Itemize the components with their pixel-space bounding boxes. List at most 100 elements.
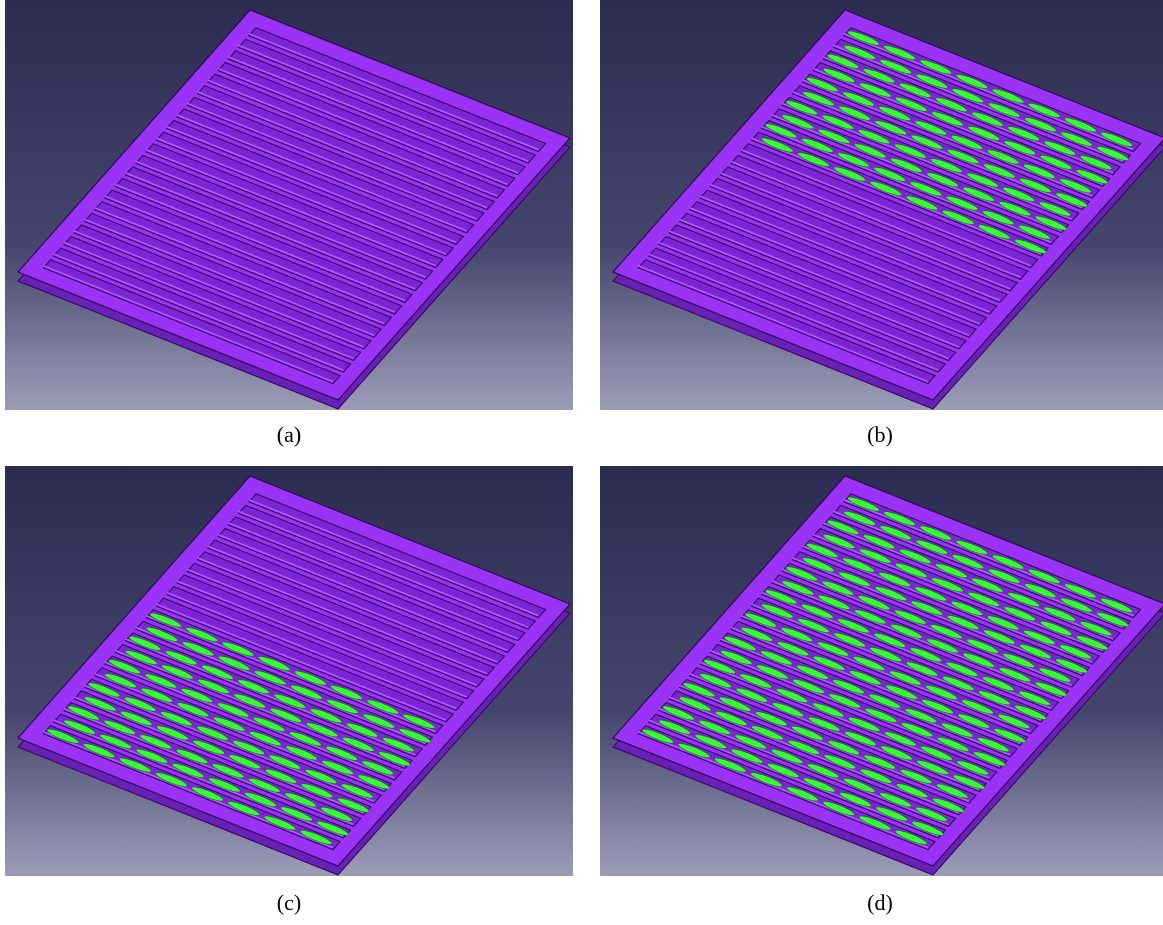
slot bbox=[155, 131, 455, 257]
slot-edge bbox=[114, 183, 406, 302]
slot bbox=[165, 119, 465, 245]
bead bbox=[983, 629, 1016, 645]
bead bbox=[161, 664, 194, 680]
bead bbox=[822, 534, 856, 549]
bead bbox=[268, 754, 301, 770]
bead bbox=[341, 783, 374, 799]
bead bbox=[931, 111, 964, 127]
slot-edge bbox=[84, 684, 375, 802]
bead bbox=[325, 746, 358, 761]
bead bbox=[955, 540, 989, 555]
bead bbox=[699, 673, 732, 688]
bead bbox=[156, 725, 189, 741]
bead bbox=[124, 696, 157, 712]
bead bbox=[951, 88, 985, 103]
bead bbox=[868, 693, 901, 709]
bead bbox=[785, 566, 818, 581]
bead bbox=[775, 688, 809, 703]
bead bbox=[806, 77, 839, 92]
bead bbox=[139, 734, 172, 750]
bead bbox=[1100, 132, 1133, 147]
bead bbox=[890, 624, 923, 639]
bead bbox=[735, 687, 769, 703]
slot-edge bbox=[104, 195, 395, 313]
bead bbox=[1034, 681, 1068, 697]
bead bbox=[1075, 635, 1109, 650]
bead bbox=[966, 638, 999, 654]
bead bbox=[950, 135, 984, 150]
bead bbox=[46, 728, 80, 744]
bead bbox=[823, 754, 856, 770]
bead bbox=[682, 682, 716, 698]
bead bbox=[1014, 705, 1047, 720]
bead bbox=[848, 717, 881, 732]
slot-edge bbox=[217, 67, 508, 186]
slot-edge bbox=[94, 207, 385, 325]
bead bbox=[698, 720, 731, 735]
bead bbox=[894, 143, 927, 159]
bead bbox=[402, 714, 435, 729]
bead bbox=[874, 120, 907, 135]
bead bbox=[844, 731, 877, 746]
bead bbox=[839, 792, 872, 807]
bead bbox=[854, 143, 887, 159]
bead bbox=[67, 705, 100, 721]
bead bbox=[940, 722, 974, 738]
bead bbox=[171, 763, 205, 778]
bead bbox=[197, 679, 230, 694]
bead bbox=[781, 114, 815, 130]
bead bbox=[802, 91, 835, 106]
bead bbox=[165, 650, 198, 666]
bead bbox=[744, 612, 777, 628]
bead bbox=[847, 30, 880, 46]
bead bbox=[765, 589, 798, 605]
slot-edge bbox=[166, 591, 457, 710]
bead bbox=[842, 557, 875, 573]
bead bbox=[787, 740, 820, 755]
bead bbox=[914, 120, 947, 136]
bead bbox=[63, 719, 96, 735]
bead bbox=[808, 716, 841, 732]
slot bbox=[247, 493, 547, 619]
bead bbox=[942, 676, 975, 691]
bead bbox=[192, 740, 225, 755]
bead bbox=[254, 670, 287, 685]
bead bbox=[1055, 658, 1088, 674]
slot-edge bbox=[176, 580, 467, 698]
bead bbox=[119, 757, 152, 773]
bead bbox=[289, 731, 322, 747]
slot bbox=[227, 50, 526, 176]
bead bbox=[993, 728, 1027, 743]
bead bbox=[951, 554, 985, 569]
bead bbox=[890, 158, 923, 173]
bead bbox=[213, 716, 246, 732]
bead bbox=[910, 134, 944, 150]
bead bbox=[362, 713, 395, 729]
bead bbox=[1003, 606, 1036, 622]
bead bbox=[838, 571, 871, 587]
bead bbox=[181, 641, 215, 657]
bead bbox=[962, 186, 995, 202]
bead bbox=[641, 728, 675, 744]
bead bbox=[837, 618, 870, 634]
slot bbox=[93, 201, 393, 327]
bead bbox=[185, 627, 219, 642]
bead bbox=[140, 687, 174, 703]
bead bbox=[931, 577, 964, 593]
bead bbox=[883, 45, 916, 60]
bead bbox=[832, 679, 865, 694]
bead bbox=[894, 830, 928, 845]
slot-edge bbox=[248, 499, 539, 617]
slot-edge bbox=[156, 137, 447, 255]
bead bbox=[875, 806, 908, 822]
slot-edge bbox=[689, 207, 980, 325]
bead bbox=[796, 665, 829, 680]
bead bbox=[300, 783, 334, 798]
bead bbox=[935, 97, 968, 112]
bead bbox=[919, 59, 952, 75]
bead bbox=[801, 604, 834, 619]
slot-edge bbox=[125, 638, 416, 756]
bead bbox=[801, 138, 834, 153]
bead bbox=[1060, 131, 1093, 147]
bead bbox=[935, 563, 968, 578]
